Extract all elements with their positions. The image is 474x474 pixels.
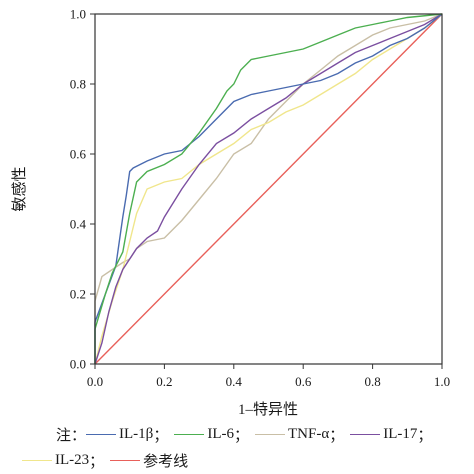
x-tick-label: 0.8 bbox=[364, 374, 380, 389]
legend-item-il1b: IL-1β； bbox=[86, 424, 168, 445]
x-tick-label: 0.2 bbox=[156, 374, 172, 389]
x-tick-label: 1.0 bbox=[434, 374, 450, 389]
x-tick-label: 0.6 bbox=[295, 374, 312, 389]
legend-sep: ； bbox=[89, 454, 105, 470]
x-axis-title: 1–特异性 bbox=[238, 401, 298, 418]
plot-frame bbox=[94, 13, 443, 365]
y-tick-label: 0.8 bbox=[70, 77, 86, 92]
legend-label-il1b: IL-1β bbox=[119, 426, 154, 442]
legend-item-il17: IL-17； bbox=[350, 424, 432, 445]
legend-sep: ； bbox=[153, 428, 169, 444]
legend-row-2: IL-23； 参考线 bbox=[22, 450, 194, 471]
y-tick-label: 1.0 bbox=[70, 7, 86, 22]
legend-prefix: 注： bbox=[56, 428, 87, 444]
legend-label-il17: IL-17 bbox=[383, 426, 418, 442]
series-line-IL-6 bbox=[94, 13, 443, 364]
y-axis-title: 敏感性 bbox=[11, 166, 28, 211]
y-tick-label: 0.4 bbox=[70, 217, 87, 232]
legend-line-il23 bbox=[22, 460, 52, 461]
legend: 注： IL-1β； IL-6； TNF-α； IL-17； IL-23； 参考线 bbox=[0, 420, 474, 474]
legend-item-tnfa: TNF-α； bbox=[255, 424, 344, 445]
y-tick-label: 0.6 bbox=[70, 147, 87, 162]
legend-row-1: 注： IL-1β； IL-6； TNF-α； IL-17； bbox=[56, 424, 438, 445]
tick-layer: 0.0 0.2 0.4 0.6 0.8 1.0 0.0 0.2 0.4 0.6 0.8 1.0 bbox=[70, 7, 450, 390]
series-line-TNF-α bbox=[94, 13, 443, 364]
series-line-IL-1β bbox=[94, 13, 443, 364]
legend-label-il6: IL-6 bbox=[207, 426, 234, 442]
legend-sep: ； bbox=[329, 428, 345, 444]
legend-line-il6 bbox=[174, 434, 205, 435]
x-tick-label: 0.0 bbox=[87, 374, 103, 389]
series-layer bbox=[94, 13, 443, 365]
legend-line-reference bbox=[110, 460, 141, 461]
series-line-参考线 bbox=[94, 13, 443, 365]
legend-item-reference: 参考线 bbox=[110, 450, 188, 471]
y-tick-label: 0.2 bbox=[70, 287, 86, 302]
legend-item-il6: IL-6； bbox=[174, 424, 249, 445]
series-line-IL-17 bbox=[94, 13, 443, 365]
legend-line-tnfa bbox=[255, 434, 285, 435]
legend-line-il17 bbox=[350, 434, 381, 435]
legend-sep: ； bbox=[417, 428, 433, 444]
legend-label-il23: IL-23 bbox=[55, 452, 90, 468]
y-tick-label: 0.0 bbox=[70, 357, 86, 372]
legend-item-il23: IL-23； bbox=[22, 450, 104, 471]
legend-label-reference: 参考线 bbox=[143, 454, 189, 470]
roc-chart: 0.0 0.2 0.4 0.6 0.8 1.0 0.0 0.2 0.4 0.6 0.8 1.0 1–特… bbox=[11, 7, 450, 419]
legend-label-tnfa: TNF-α bbox=[288, 426, 330, 442]
legend-line-il1b bbox=[86, 434, 117, 435]
x-tick-label: 0.4 bbox=[226, 374, 243, 389]
legend-sep: ； bbox=[233, 428, 249, 444]
series-line-IL-23 bbox=[94, 13, 443, 365]
